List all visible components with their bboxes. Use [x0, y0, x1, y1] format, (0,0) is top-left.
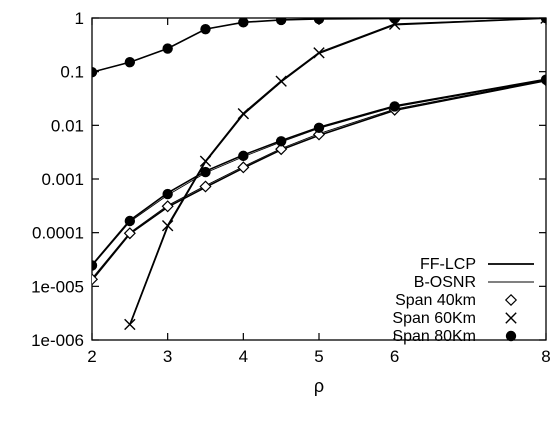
series-line-ff-lcp [92, 79, 546, 281]
data-point-circle [162, 43, 173, 54]
series-line-ff-lcp [129, 18, 546, 326]
data-point-diamond [92, 273, 99, 286]
legend-swatch-diamond [504, 293, 518, 307]
legend-label: FF-LCP [420, 256, 476, 273]
series-line-b-osnr [92, 18, 546, 73]
x-tick-label: 8 [541, 347, 550, 366]
data-point-circle [238, 18, 249, 28]
data-point-circle [275, 136, 287, 147]
data-point-cross [124, 318, 136, 331]
data-point-circle [540, 74, 546, 85]
data-point-circle [92, 260, 98, 271]
x-tick-label: 6 [390, 347, 399, 366]
data-point-circle [238, 150, 249, 162]
y-tick-label: 1e-005 [31, 277, 84, 296]
series-line-b-osnr [129, 18, 546, 325]
data-point-cross [313, 47, 325, 59]
axis-ticks: 2 3 4 5 6 8 1e-006 1e-005 0.0001 0.001 0.01 0.1 1 [31, 9, 551, 366]
data-point-circle [313, 122, 325, 133]
data-point-circle [540, 18, 546, 24]
x-tick-label: 4 [239, 347, 248, 366]
y-tick-label: 0.0001 [32, 224, 84, 243]
y-tick-label: 0.1 [60, 63, 84, 82]
plot-frame [91, 17, 547, 341]
data-point-cross [275, 75, 287, 87]
data-point-cross [161, 219, 174, 232]
legend-label: Span 80Km [392, 328, 476, 345]
legend-swatch-circle [505, 330, 517, 342]
data-point-circle [275, 18, 287, 26]
series-lines [92, 18, 546, 326]
legend-label: Span 40km [395, 292, 476, 309]
series-line-b-osnr [92, 79, 546, 279]
legend-label: B-OSNR [414, 274, 476, 291]
series-line-b-osnr [92, 79, 546, 267]
data-point-circle [389, 101, 400, 112]
data-point-circle [124, 215, 136, 227]
data-point-circle [313, 18, 325, 25]
series-line-ff-lcp [92, 18, 546, 73]
data-point-circle [162, 188, 173, 200]
series-markers [92, 18, 546, 331]
x-tick-label: 3 [163, 347, 172, 366]
data-point-diamond [123, 227, 136, 240]
y-tick-label: 0.001 [41, 170, 84, 189]
data-point-circle [200, 166, 211, 178]
data-point-cross [199, 155, 212, 167]
data-point-diamond [199, 180, 212, 193]
series-line-ff-lcp [92, 78, 546, 266]
legend-swatch-cross [505, 312, 517, 324]
data-point-circle [200, 23, 211, 35]
data-point-diamond [237, 161, 250, 174]
data-point-circle [124, 57, 136, 68]
y-tick-label: 1 [75, 9, 84, 28]
x-tick-label: 2 [87, 347, 96, 366]
data-point-circle [92, 66, 98, 78]
y-tick-label: 1e-006 [31, 331, 84, 350]
data-point-circle [389, 18, 400, 24]
data-point-diamond [161, 200, 174, 213]
x-tick-label: 5 [314, 347, 323, 366]
x-axis-label: ρ [314, 376, 324, 396]
data-point-diamond [275, 143, 288, 156]
y-tick-label: 0.01 [51, 116, 84, 135]
data-point-cross [237, 107, 250, 120]
legend-label: Span 60Km [392, 310, 476, 327]
